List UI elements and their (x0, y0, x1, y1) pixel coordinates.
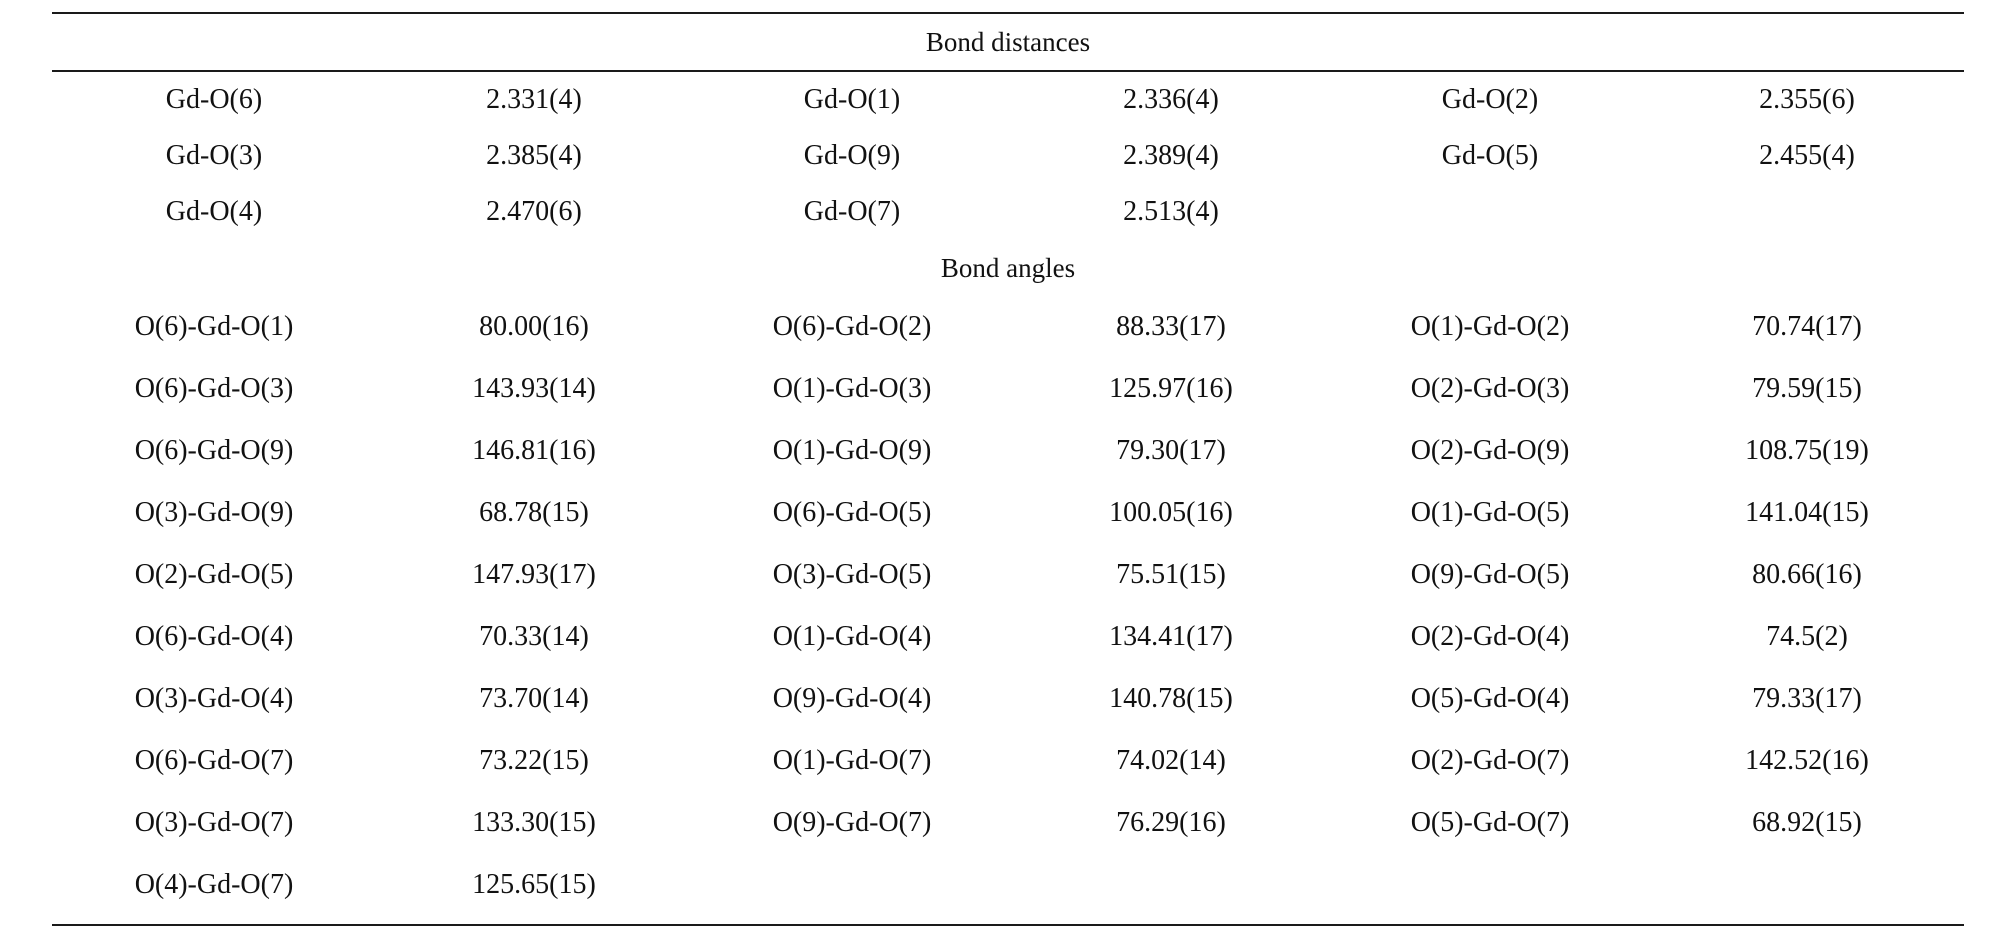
angle-bond-value: 80.66(16) (1752, 559, 1862, 590)
distance-bond-label: Gd-O(6) (165, 84, 263, 115)
angle-bond-label: O(6)-Gd-O(4) (134, 621, 294, 652)
angle-bond-value: 133.30(15) (472, 807, 596, 838)
table-row: O(3)-Gd-O(9) 68.78(15) O(6)-Gd-O(5) 100.05(… (52, 482, 1964, 544)
angle-bond-label: O(3)-Gd-O(5) (772, 559, 932, 590)
angle-bond-value: 75.51(15) (1116, 559, 1226, 590)
distance-bond-label: Gd-O(1) (803, 84, 901, 115)
distance-bond-label: Gd-O(9) (803, 140, 901, 171)
angle-bond-value: 146.81(16) (472, 435, 596, 466)
angle-bond-label: O(6)-Gd-O(2) (772, 311, 932, 342)
distance-bond-value: 2.455(4) (1759, 140, 1855, 171)
distance-bond-label: Gd-O(4) (165, 196, 263, 227)
angle-bond-value (1012, 854, 1330, 916)
angle-bond-label: O(6)-Gd-O(7) (134, 745, 294, 776)
table-row: O(3)-Gd-O(4) 73.70(14) O(9)-Gd-O(4) 140.78(… (52, 668, 1964, 730)
angle-bond-label: O(3)-Gd-O(4) (134, 683, 294, 714)
table-top-rule (52, 12, 1964, 14)
angle-bond-value: 76.29(16) (1116, 807, 1226, 838)
angle-bond-value: 80.00(16) (479, 311, 589, 342)
angle-bond-value: 79.30(17) (1116, 435, 1226, 466)
angle-bond-value: 143.93(14) (472, 373, 596, 404)
angle-bond-value: 73.70(14) (479, 683, 589, 714)
angle-bond-label: O(6)-Gd-O(1) (134, 311, 294, 342)
angle-bond-label: O(2)-Gd-O(9) (1410, 435, 1570, 466)
distance-bond-label: Gd-O(5) (1441, 140, 1539, 171)
table-row: O(4)-Gd-O(7) 125.65(15) (52, 854, 1964, 916)
angle-bond-label: O(9)-Gd-O(7) (772, 807, 932, 838)
table-row: Gd-O(4) 2.470(6) Gd-O(7) 2.513(4) (52, 184, 1964, 240)
distance-bond-label: Gd-O(3) (165, 140, 263, 171)
angle-bond-value: 140.78(15) (1109, 683, 1233, 714)
bond-angles-heading: Bond angles (940, 253, 1076, 283)
bond-angles-rows: O(6)-Gd-O(1) 80.00(16) O(6)-Gd-O(2) 88.33(1… (52, 296, 1964, 916)
table-row: O(2)-Gd-O(5) 147.93(17) O(3)-Gd-O(5) 75.51(… (52, 544, 1964, 606)
angle-bond-value: 70.74(17) (1752, 311, 1862, 342)
header-rule (52, 70, 1964, 72)
table-row: O(6)-Gd-O(7) 73.22(15) O(1)-Gd-O(7) 74.02(1… (52, 730, 1964, 792)
angle-bond-label: O(5)-Gd-O(4) (1410, 683, 1570, 714)
angle-bond-label: O(9)-Gd-O(5) (1410, 559, 1570, 590)
angle-bond-value: 73.22(15) (479, 745, 589, 776)
angle-bond-label: O(6)-Gd-O(3) (134, 373, 294, 404)
angle-bond-label: O(6)-Gd-O(9) (134, 435, 294, 466)
table-row: O(3)-Gd-O(7) 133.30(15) O(9)-Gd-O(7) 76.29(… (52, 792, 1964, 854)
angle-bond-value: 88.33(17) (1116, 311, 1226, 342)
angle-bond-label: O(3)-Gd-O(7) (134, 807, 294, 838)
angle-bond-label: O(3)-Gd-O(9) (134, 497, 294, 528)
angle-bond-label: O(1)-Gd-O(7) (772, 745, 932, 776)
angle-bond-label: O(6)-Gd-O(5) (772, 497, 932, 528)
table-row: Gd-O(6) 2.331(4) Gd-O(1) 2.336(4) Gd-O(2) 2.3… (52, 72, 1964, 128)
angle-bond-value (1650, 854, 1964, 916)
angle-bond-value: 74.02(14) (1116, 745, 1226, 776)
angle-bond-value: 68.78(15) (479, 497, 589, 528)
angle-bond-value: 134.41(17) (1109, 621, 1233, 652)
angle-bond-label: O(2)-Gd-O(5) (134, 559, 294, 590)
angle-bond-label (692, 854, 1012, 916)
angle-bond-value: 141.04(15) (1745, 497, 1869, 528)
angle-bond-value: 147.93(17) (472, 559, 596, 590)
distance-bond-value: 2.470(6) (486, 196, 582, 227)
table-bottom-rule (52, 924, 1964, 926)
angle-bond-value: 79.59(15) (1752, 373, 1862, 404)
angle-bond-label: O(2)-Gd-O(7) (1410, 745, 1570, 776)
angle-bond-value: 142.52(16) (1745, 745, 1869, 776)
angle-bond-label: O(4)-Gd-O(7) (134, 869, 294, 900)
distance-bond-label (1330, 184, 1650, 240)
distance-bond-value (1650, 184, 1964, 240)
angle-bond-label: O(2)-Gd-O(3) (1410, 373, 1570, 404)
angle-bond-value: 125.65(15) (472, 869, 596, 900)
angle-bond-value: 68.92(15) (1752, 807, 1862, 838)
bond-table: Bond distances Gd-O(6) 2.331(4) Gd-O(1) 2.3… (52, 12, 1964, 926)
angle-bond-value: 100.05(16) (1109, 497, 1233, 528)
table-row: O(6)-Gd-O(9) 146.81(16) O(1)-Gd-O(9) 79.30(… (52, 420, 1964, 482)
table-row: O(6)-Gd-O(1) 80.00(16) O(6)-Gd-O(2) 88.33(1… (52, 296, 1964, 358)
bond-distances-heading: Bond distances (925, 27, 1091, 57)
angle-bond-label: O(1)-Gd-O(2) (1410, 311, 1570, 342)
distance-bond-value: 2.331(4) (486, 84, 582, 115)
angle-bond-label: O(2)-Gd-O(4) (1410, 621, 1570, 652)
distance-bond-value: 2.355(6) (1759, 84, 1855, 115)
bond-distances-rows: Gd-O(6) 2.331(4) Gd-O(1) 2.336(4) Gd-O(2) 2.3… (52, 72, 1964, 240)
table-row: Gd-O(3) 2.385(4) Gd-O(9) 2.389(4) Gd-O(5) 2.4… (52, 128, 1964, 184)
distance-bond-label: Gd-O(2) (1441, 84, 1539, 115)
angle-bond-value: 79.33(17) (1752, 683, 1862, 714)
angle-bond-value: 108.75(19) (1745, 435, 1869, 466)
angle-bond-value: 125.97(16) (1109, 373, 1233, 404)
angle-bond-label: O(1)-Gd-O(3) (772, 373, 932, 404)
angle-bond-label: O(9)-Gd-O(4) (772, 683, 932, 714)
angle-bond-value: 70.33(14) (479, 621, 589, 652)
angle-bond-label: O(1)-Gd-O(5) (1410, 497, 1570, 528)
distance-bond-value: 2.513(4) (1123, 196, 1219, 227)
distance-bond-value: 2.336(4) (1123, 84, 1219, 115)
angle-bond-label (1330, 854, 1650, 916)
table-row: O(6)-Gd-O(3) 143.93(14) O(1)-Gd-O(3) 125.97… (52, 358, 1964, 420)
angle-bond-label: O(1)-Gd-O(4) (772, 621, 932, 652)
angle-bond-value: 74.5(2) (1766, 621, 1848, 652)
distance-bond-value: 2.389(4) (1123, 140, 1219, 171)
table-row: O(6)-Gd-O(4) 70.33(14) O(1)-Gd-O(4) 134.41(… (52, 606, 1964, 668)
distance-bond-value: 2.385(4) (486, 140, 582, 171)
angle-bond-label: O(5)-Gd-O(7) (1410, 807, 1570, 838)
distance-bond-label: Gd-O(7) (803, 196, 901, 227)
angle-bond-label: O(1)-Gd-O(9) (772, 435, 932, 466)
